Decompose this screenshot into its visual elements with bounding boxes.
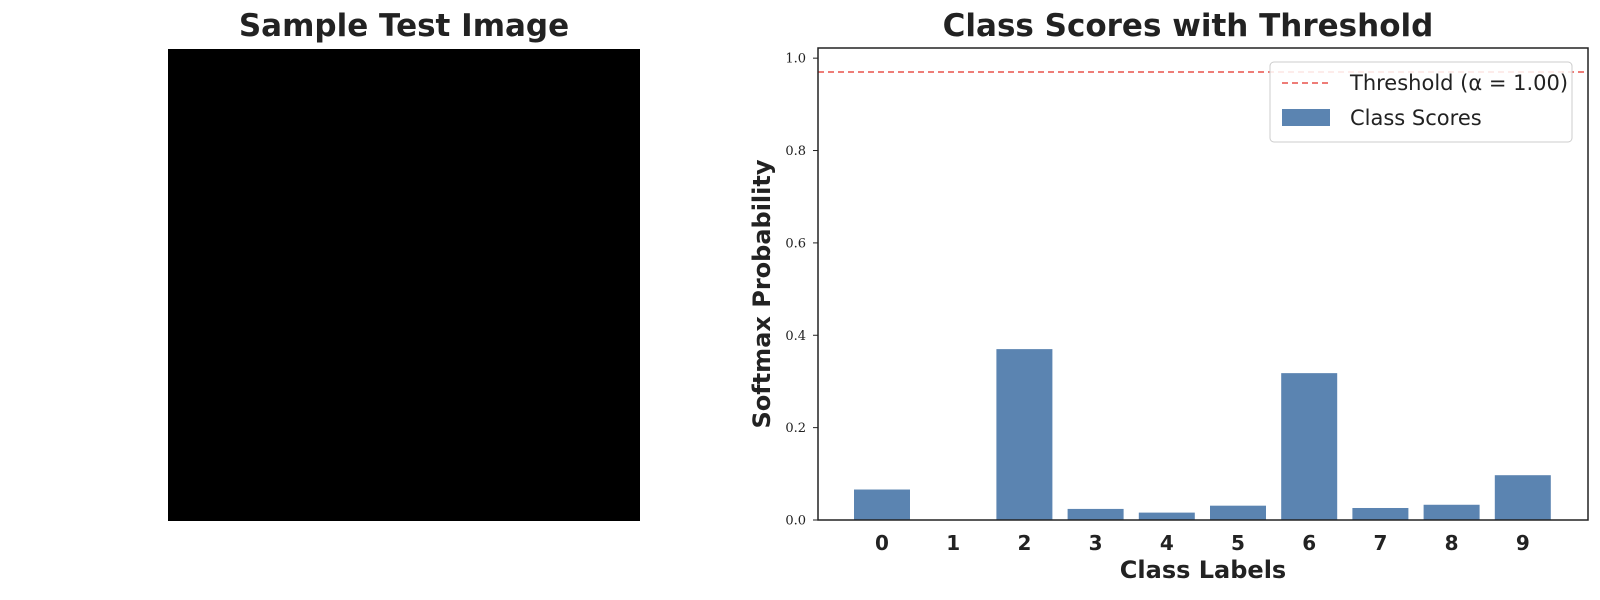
- bar-class-5: [1210, 505, 1266, 520]
- x-tick-label: 9: [1516, 531, 1530, 555]
- y-tick-label: 0.0: [785, 514, 806, 529]
- x-tick-label: 2: [1017, 531, 1031, 555]
- legend-bar-label: Class Scores: [1350, 106, 1482, 130]
- legend-box: [1269, 61, 1573, 143]
- y-tick-label: 1.0: [785, 52, 806, 67]
- y-tick-label: 0.4: [785, 329, 806, 344]
- sample-test-image: [168, 49, 640, 521]
- x-tick-label: 3: [1089, 531, 1103, 555]
- y-axis-label: Softmax Probability: [748, 159, 776, 428]
- legend-threshold-label: Threshold (α = 1.00): [1349, 71, 1568, 95]
- y-tick-label: 0.6: [785, 236, 806, 251]
- legend-bar-swatch: [1282, 109, 1330, 126]
- x-tick-label: 7: [1373, 531, 1387, 555]
- sample-image-title: Sample Test Image: [238, 8, 570, 44]
- x-ticks: 0 1 2 3 4 5 6 7 8 9: [875, 531, 1530, 555]
- bar-class-7: [1352, 507, 1409, 520]
- bar-class-3: [1067, 508, 1124, 520]
- bar-class-9: [1494, 475, 1551, 520]
- bar-class-8: [1423, 504, 1480, 520]
- bar-group: [854, 349, 1551, 520]
- x-tick-label: 1: [946, 531, 960, 555]
- bar-class-6: [1281, 373, 1338, 520]
- x-tick-label: 6: [1302, 531, 1316, 555]
- plot-frame: [817, 47, 1589, 521]
- chart-title: Class Scores with Threshold: [942, 8, 1434, 44]
- y-ticks: 0.0 0.2 0.4 0.6 0.8 1.0: [785, 52, 818, 529]
- x-tick-label: 8: [1445, 531, 1459, 555]
- bar-class-4: [1138, 512, 1195, 520]
- y-tick-label: 0.2: [785, 421, 806, 436]
- y-tick-label: 0.8: [785, 144, 806, 159]
- bar-class-0: [854, 489, 910, 520]
- bar-class-2: [996, 349, 1053, 520]
- x-tick-label: 5: [1231, 531, 1245, 555]
- x-tick-label: 0: [875, 531, 889, 555]
- x-axis-label: Class Labels: [1120, 556, 1286, 584]
- x-tick-label: 4: [1160, 531, 1174, 555]
- legend: Threshold (α = 1.00) Class Scores: [1269, 61, 1573, 143]
